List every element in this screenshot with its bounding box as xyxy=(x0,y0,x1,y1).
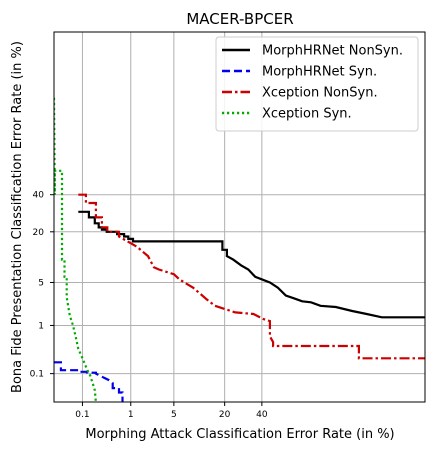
y-tick-label: 1 xyxy=(38,321,44,331)
legend: MorphHRNet NonSyn. MorphHRNet Syn. Xceptio… xyxy=(215,36,419,132)
series-line-3 xyxy=(78,193,425,360)
legend-label-1: MorphHRNet NonSyn. xyxy=(262,44,403,59)
x-tick-label: 40 xyxy=(256,410,268,420)
series-layer xyxy=(54,97,425,402)
y-tick-label: 0.1 xyxy=(30,370,44,380)
x-tick-label: 0.1 xyxy=(75,410,89,420)
plot-frame xyxy=(53,31,426,403)
legend-label-4: Xception Syn. xyxy=(262,107,352,122)
x-tick-label: 20 xyxy=(219,410,231,420)
y-axis-label: Bona Fide Presentation Classification Er… xyxy=(10,41,25,393)
y-tick-label: 20 xyxy=(33,228,45,238)
x-axis: 0.1 1 5 20 40 xyxy=(75,402,268,420)
series-line-1 xyxy=(78,210,425,319)
y-axis: 0.1 1 5 20 40 xyxy=(30,191,54,380)
chart-title: MACER-BPCER xyxy=(186,10,293,28)
series-line-4 xyxy=(54,97,97,402)
x-tick-label: 1 xyxy=(128,410,134,420)
x-axis-label: Morphing Attack Classification Error Rat… xyxy=(85,427,394,442)
legend-label-2: MorphHRNet Syn. xyxy=(262,65,377,80)
legend-label-3: Xception NonSyn. xyxy=(262,86,378,101)
y-tick-label: 40 xyxy=(33,191,45,201)
y-tick-label: 5 xyxy=(38,278,44,288)
series-line-2 xyxy=(54,361,124,402)
x-tick-label: 5 xyxy=(171,410,177,420)
legend-box xyxy=(215,36,419,132)
